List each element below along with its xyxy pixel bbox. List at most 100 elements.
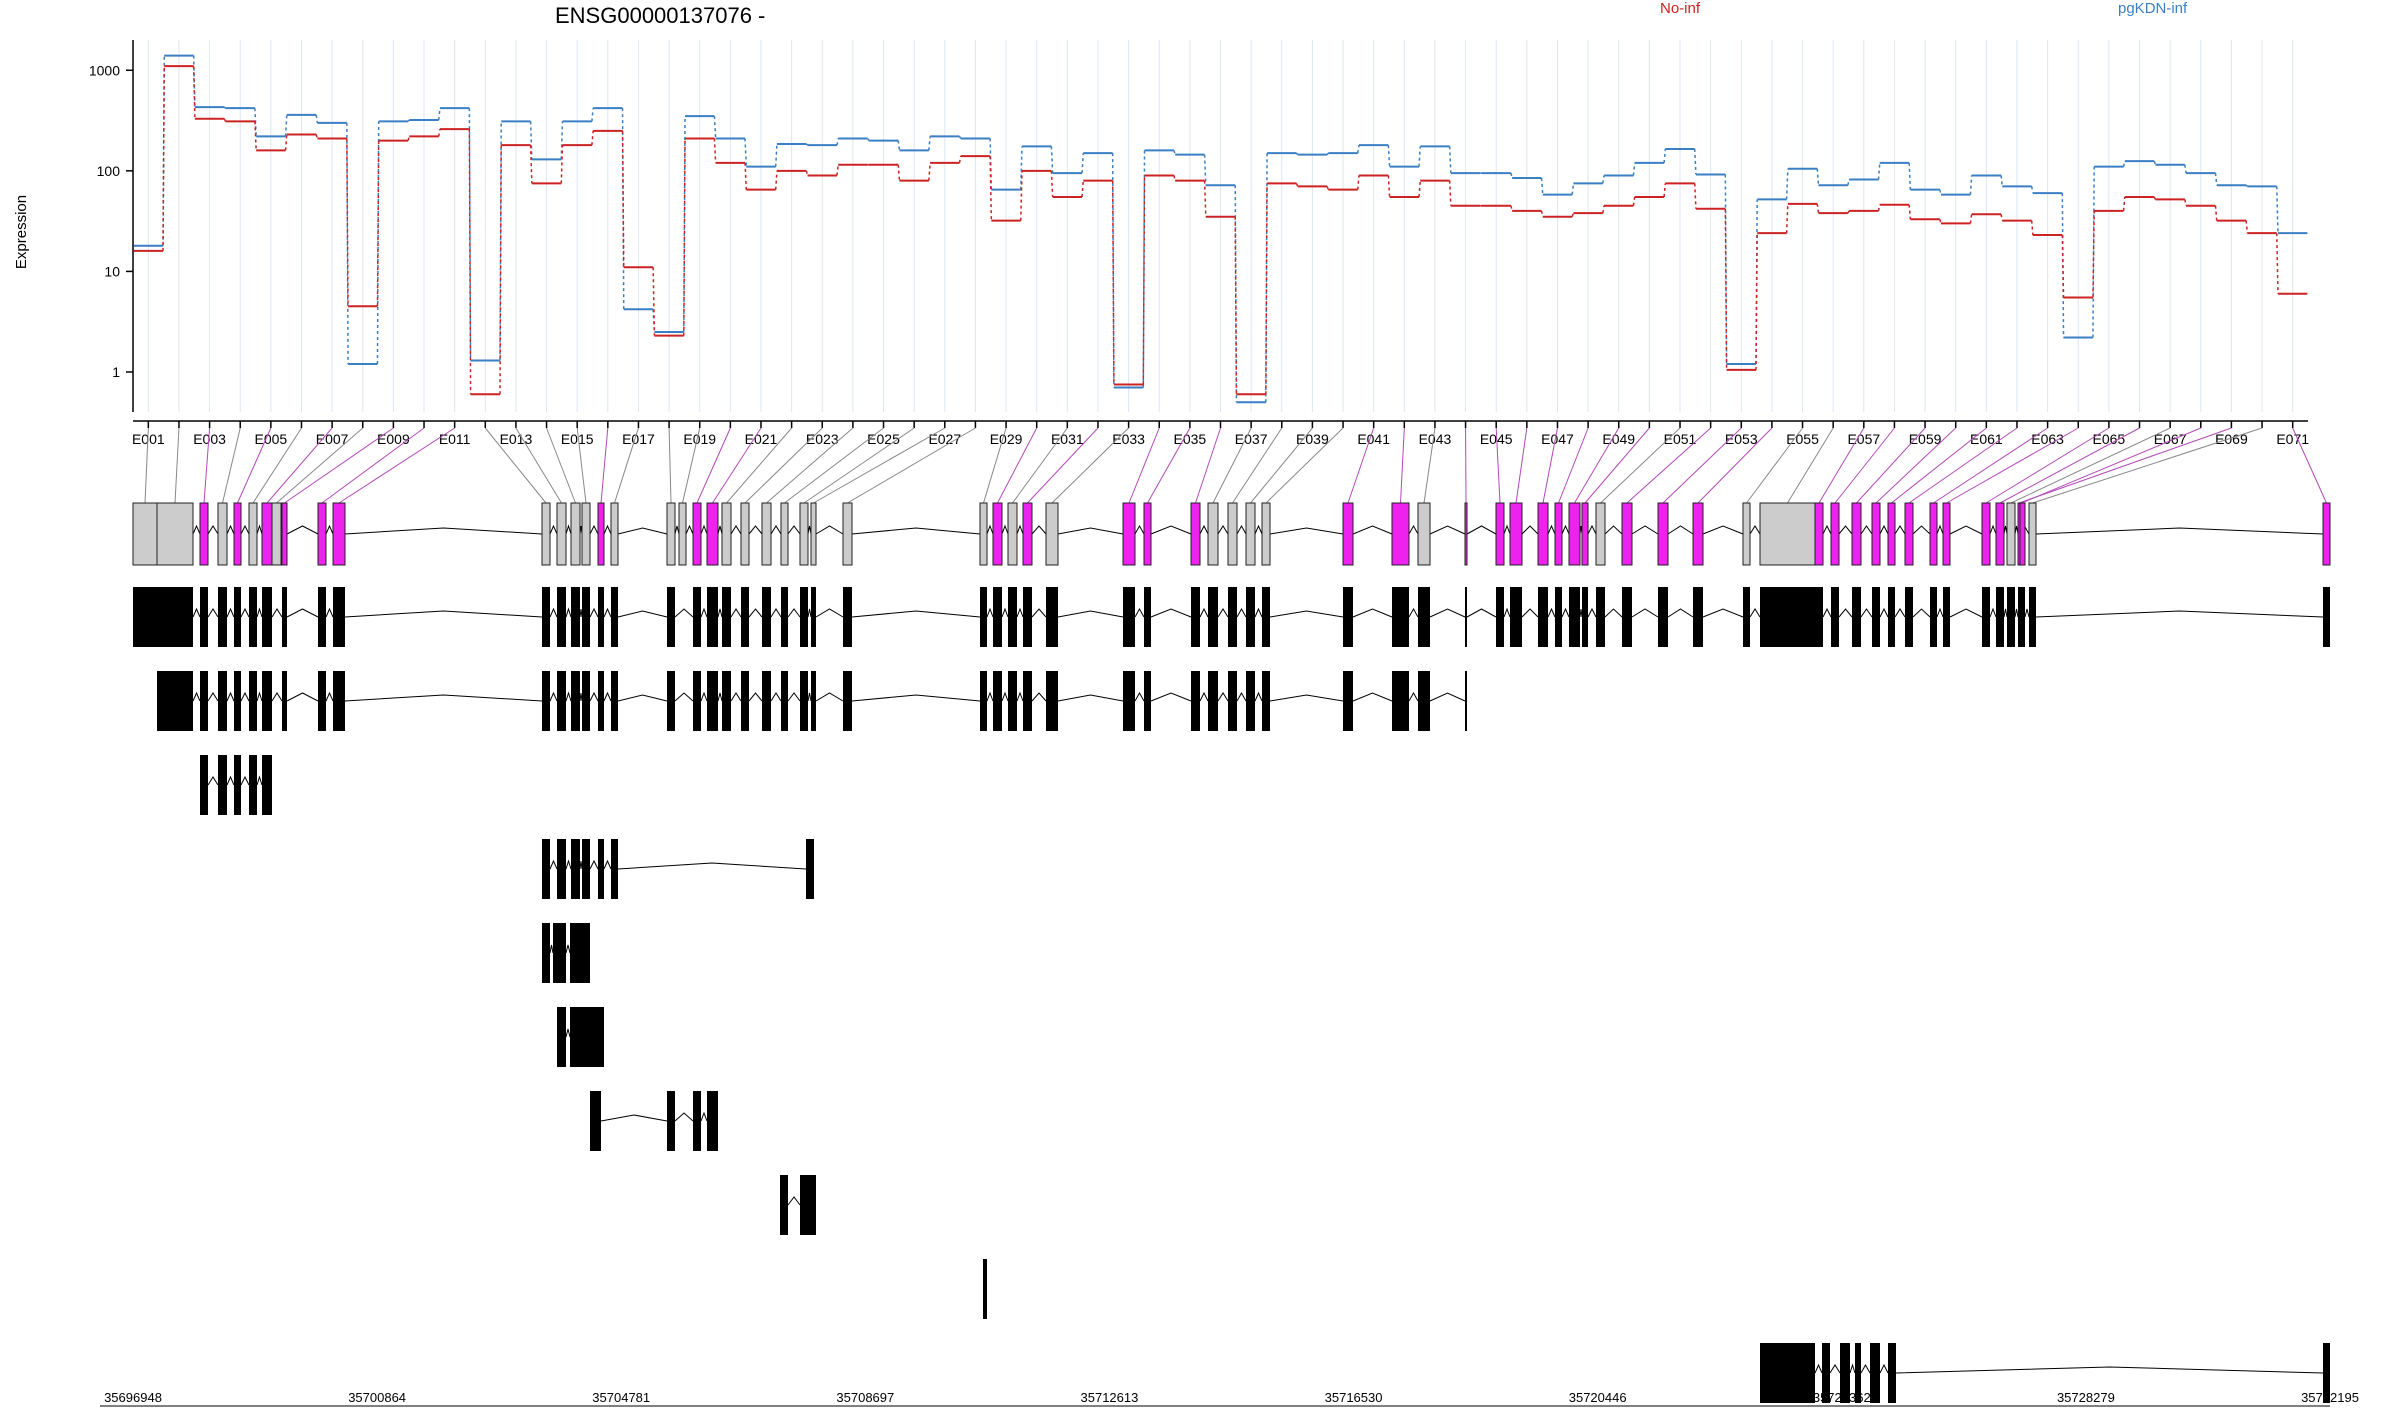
transcript-exon: [157, 671, 193, 731]
exon-block-E026: [799, 502, 809, 566]
exon-block-E069: [2017, 502, 2021, 566]
intron-line: [1912, 525, 1931, 535]
transcript-exon: [582, 671, 590, 731]
intron-line: [1236, 691, 1247, 702]
exon-connector: [1574, 427, 1620, 504]
intron-line: [787, 1196, 801, 1206]
series-connector: [223, 118, 227, 122]
transcript-exon: [667, 1091, 675, 1151]
intron-line: [2024, 608, 2030, 618]
series-connector: [1295, 183, 1299, 187]
transcript-exon: [318, 587, 326, 647]
intron-line: [1667, 608, 1694, 618]
exon-block-E064: [1942, 502, 1951, 566]
x-tick-label-E055: E055: [1786, 431, 1819, 447]
transcript-exon: [218, 755, 227, 815]
exon-connector: [284, 427, 394, 504]
exon-block-E032: [1022, 502, 1033, 566]
exon-connector: [515, 427, 562, 504]
transcript-exon: [1943, 587, 1950, 647]
exon-connector: [1128, 427, 1160, 504]
series-connector: [1755, 233, 1758, 370]
intron-line: [1199, 607, 1209, 618]
exon-block-E002: [156, 502, 194, 566]
series-connector: [2061, 235, 2065, 298]
transcript-exon: [262, 755, 272, 815]
intron-line: [192, 691, 201, 702]
intron-line: [549, 691, 558, 702]
intron-line: [589, 859, 599, 870]
exon-connector: [1495, 427, 1501, 504]
transcript-exon: [1228, 587, 1237, 647]
y-tick-label: 1000: [89, 62, 120, 78]
exon-connector: [682, 427, 701, 504]
transcript-exon: [1870, 1343, 1880, 1403]
exon-block-E004: [217, 502, 228, 566]
intron-line: [674, 1112, 694, 1122]
transcript-exon: [598, 671, 604, 731]
intron-line: [1269, 694, 1344, 702]
x-tick-label-E027: E027: [928, 431, 961, 447]
transcript-exon: [1760, 1343, 1815, 1403]
exon-block-E050: [1581, 502, 1589, 566]
transcript-exon: [1888, 1343, 1896, 1403]
transcript-exon: [598, 587, 604, 647]
transcript-exon: [1496, 587, 1504, 647]
exon-block-E020: [692, 502, 702, 566]
y-axis-label: Expression: [13, 195, 30, 269]
exon-connector: [1908, 427, 2018, 504]
intron-line: [730, 525, 742, 535]
intron-line: [600, 1114, 668, 1122]
transcript-exon: [1465, 671, 1467, 731]
x-tick-label-E029: E029: [990, 431, 1023, 447]
transcript-exon: [722, 671, 731, 731]
transcript-exon: [1046, 587, 1058, 647]
exon-connector: [321, 427, 425, 504]
intron-line: [207, 776, 219, 786]
series-connector: [346, 138, 349, 307]
intron-line: [344, 610, 543, 618]
exon-connector: [1212, 427, 1252, 504]
transcript-exon: [234, 755, 241, 815]
series-connector: [192, 55, 196, 108]
series-connector: [1050, 170, 1054, 197]
exon-block-E060: [1871, 502, 1881, 566]
intron-line: [226, 524, 235, 535]
x-tick-label-E013: E013: [500, 431, 533, 447]
intron-line: [787, 692, 801, 702]
series-connector: [407, 136, 411, 141]
exon-connector: [614, 427, 639, 504]
transcript-exon: [1246, 587, 1255, 647]
x-tick-label-E063: E063: [2031, 431, 2064, 447]
intron-line: [674, 608, 694, 618]
intron-line: [207, 525, 219, 535]
exon-connector: [1999, 427, 2140, 504]
intron-line: [1429, 525, 1466, 535]
exon-connector: [813, 427, 946, 504]
series-connector: [560, 145, 564, 184]
transcript-exon: [1840, 1343, 1850, 1403]
series-connector: [254, 121, 257, 151]
intron-line: [1150, 608, 1192, 618]
exon-block-E035: [1143, 502, 1152, 566]
transcript-exon: [1831, 587, 1839, 647]
intron-line: [700, 691, 708, 702]
intron-line: [549, 859, 558, 870]
series-connector: [1877, 204, 1881, 212]
transcript-exon: [200, 671, 208, 731]
intron-line: [1134, 524, 1145, 535]
transcript-exon: [811, 671, 816, 731]
intron-line: [286, 608, 319, 618]
exon-block-E043: [1417, 502, 1431, 566]
exon-block-E017: [610, 502, 619, 566]
series-connector: [713, 138, 717, 163]
intron-line: [851, 610, 981, 618]
x-tick-label-E053: E053: [1725, 431, 1758, 447]
exon-block-E030: [992, 502, 1003, 566]
exon-block-E038: [1227, 502, 1238, 566]
series-connector: [2245, 220, 2249, 234]
transcript-exon: [598, 839, 604, 899]
exon-connector: [1697, 427, 1773, 504]
intron-line: [1702, 525, 1744, 535]
series-connector: [2214, 173, 2218, 186]
